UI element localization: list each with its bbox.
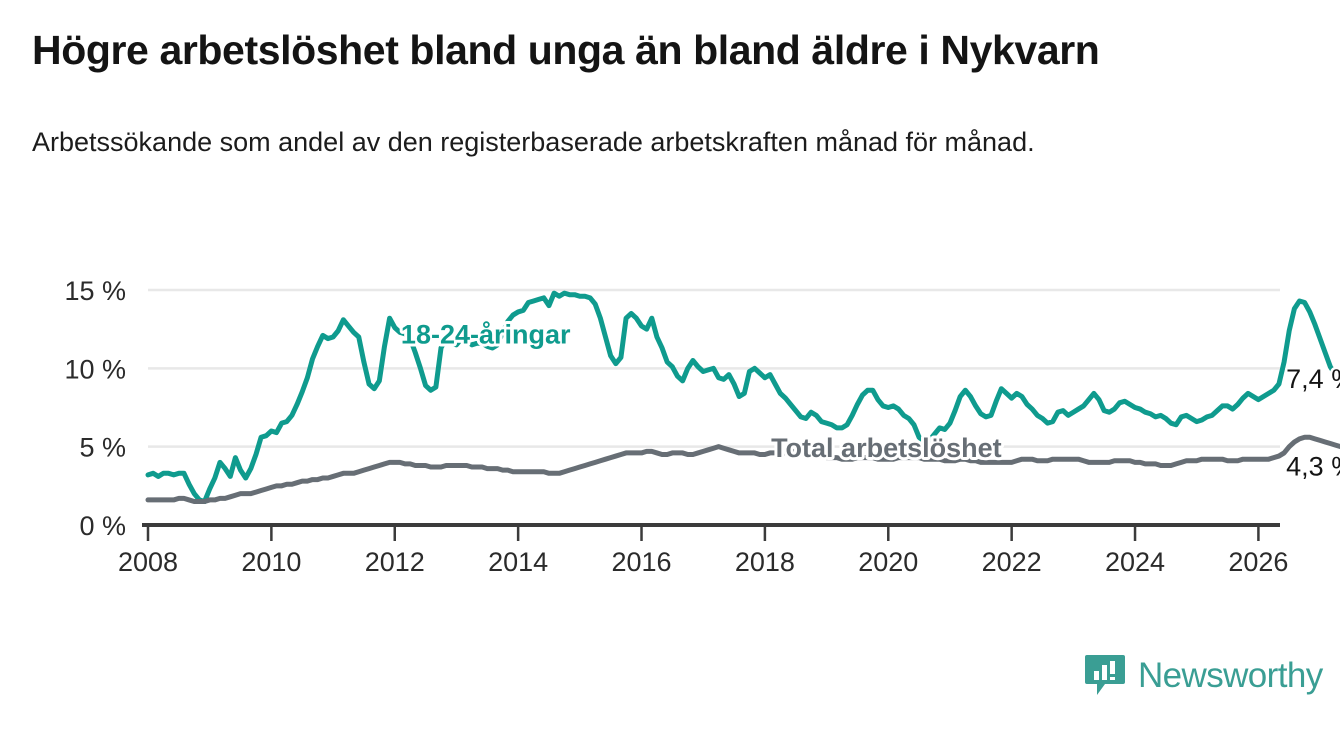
x-axis-tick-label: 2022 (982, 547, 1042, 577)
x-axis-tick-label: 2018 (735, 547, 795, 577)
y-axis-labels: 0 % 5 % 10 % 15 % (64, 276, 126, 541)
endpoint-label-young: 7,4 % (1286, 364, 1340, 394)
y-axis-tick-label: 15 % (64, 276, 126, 306)
x-axis-tick-label: 2008 (118, 547, 178, 577)
series-label-total: Total arbetslöshet (771, 433, 1002, 463)
x-axis-tick-label: 2020 (858, 547, 918, 577)
newsworthy-logo[interactable]: Newsworthy (1085, 652, 1323, 698)
y-axis-tick-label: 0 % (79, 511, 126, 541)
y-axis-tick-label: 5 % (79, 433, 126, 463)
page-title: Högre arbetslöshet bland unga än bland ä… (32, 27, 1100, 73)
x-axis-tick-label: 2012 (365, 547, 425, 577)
x-axis-tick-label: 2014 (488, 547, 548, 577)
data-series (145, 290, 1340, 504)
x-axis-tick-label: 2010 (241, 547, 301, 577)
endpoint-label-total: 4,3 % (1286, 452, 1340, 482)
chart-subtitle: Arbetssökande som andel av den registerb… (32, 127, 1035, 157)
series-line (145, 434, 1340, 504)
series-label-young: 18-24-åringar (401, 319, 571, 349)
x-axis-tick-label: 2024 (1105, 547, 1165, 577)
newsworthy-wordmark: Newsworthy (1138, 655, 1323, 695)
x-axis (142, 523, 1280, 541)
bar-chart-speech-bubble-icon (1085, 655, 1125, 695)
y-axis-tick-label: 10 % (64, 354, 126, 384)
x-axis-tick-label: 2026 (1228, 547, 1288, 577)
series-line (145, 290, 1340, 504)
chart-annotations: 18-24-åringar Total arbetslöshet 7,4 % 4,3 … (398, 316, 1340, 484)
x-axis-tick-label: 2016 (611, 547, 671, 577)
x-axis-labels: 2008 2010 2012 2014 2016 2018 2020 2022 2024 2026 (118, 547, 1288, 577)
